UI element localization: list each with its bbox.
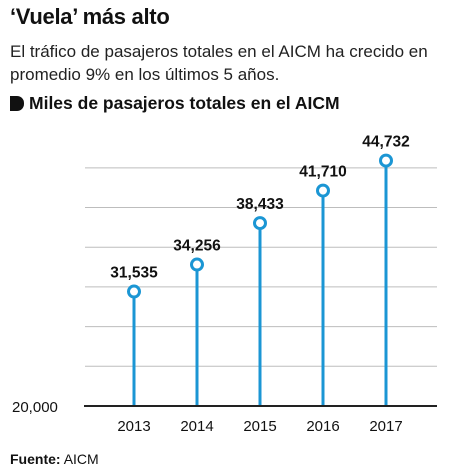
data-point-2015 [253,216,267,231]
x-tick-labels: 2013 2014 2015 2016 2017 [117,418,402,435]
x-tick-label-2017: 2017 [369,418,402,435]
data-label-2015: 38,433 [236,196,284,213]
units-label: Miles de pasajeros totales en el AICM [29,93,340,113]
chart-subtitle: El tráfico de pasajeros totales en el AI… [10,42,428,84]
source-label: Fuente: [10,451,61,467]
x-tick-label-2014: 2014 [180,418,213,435]
data-points [127,153,393,299]
data-label-2016: 41,710 [299,164,346,181]
y-tick-labels: 20,000 [12,399,58,416]
source-note: Fuente: AICM [10,451,99,467]
x-tick-label-2015: 2015 [243,418,276,435]
y-tick-label: 20,000 [12,399,58,416]
x-tick-label-2016: 2016 [306,418,339,435]
data-point-2013 [127,284,141,299]
stems [132,160,388,406]
data-label-2014: 34,256 [173,238,221,255]
data-point-2014 [190,257,204,272]
x-tick-label-2013: 2013 [117,418,150,435]
data-point-2017 [379,153,393,168]
chart-title: ‘Vuela’ más alto [10,4,170,29]
units-marker-icon [10,96,24,111]
data-label-2017: 44,732 [362,134,409,151]
data-labels: 31,535 34,256 38,433 41,710 44,732 [110,134,409,282]
units-label-row: Miles de pasajeros totales en el AICM [10,93,340,114]
source-value: AICM [63,451,99,467]
data-point-2016 [316,183,330,198]
data-label-2013: 31,535 [110,265,158,282]
